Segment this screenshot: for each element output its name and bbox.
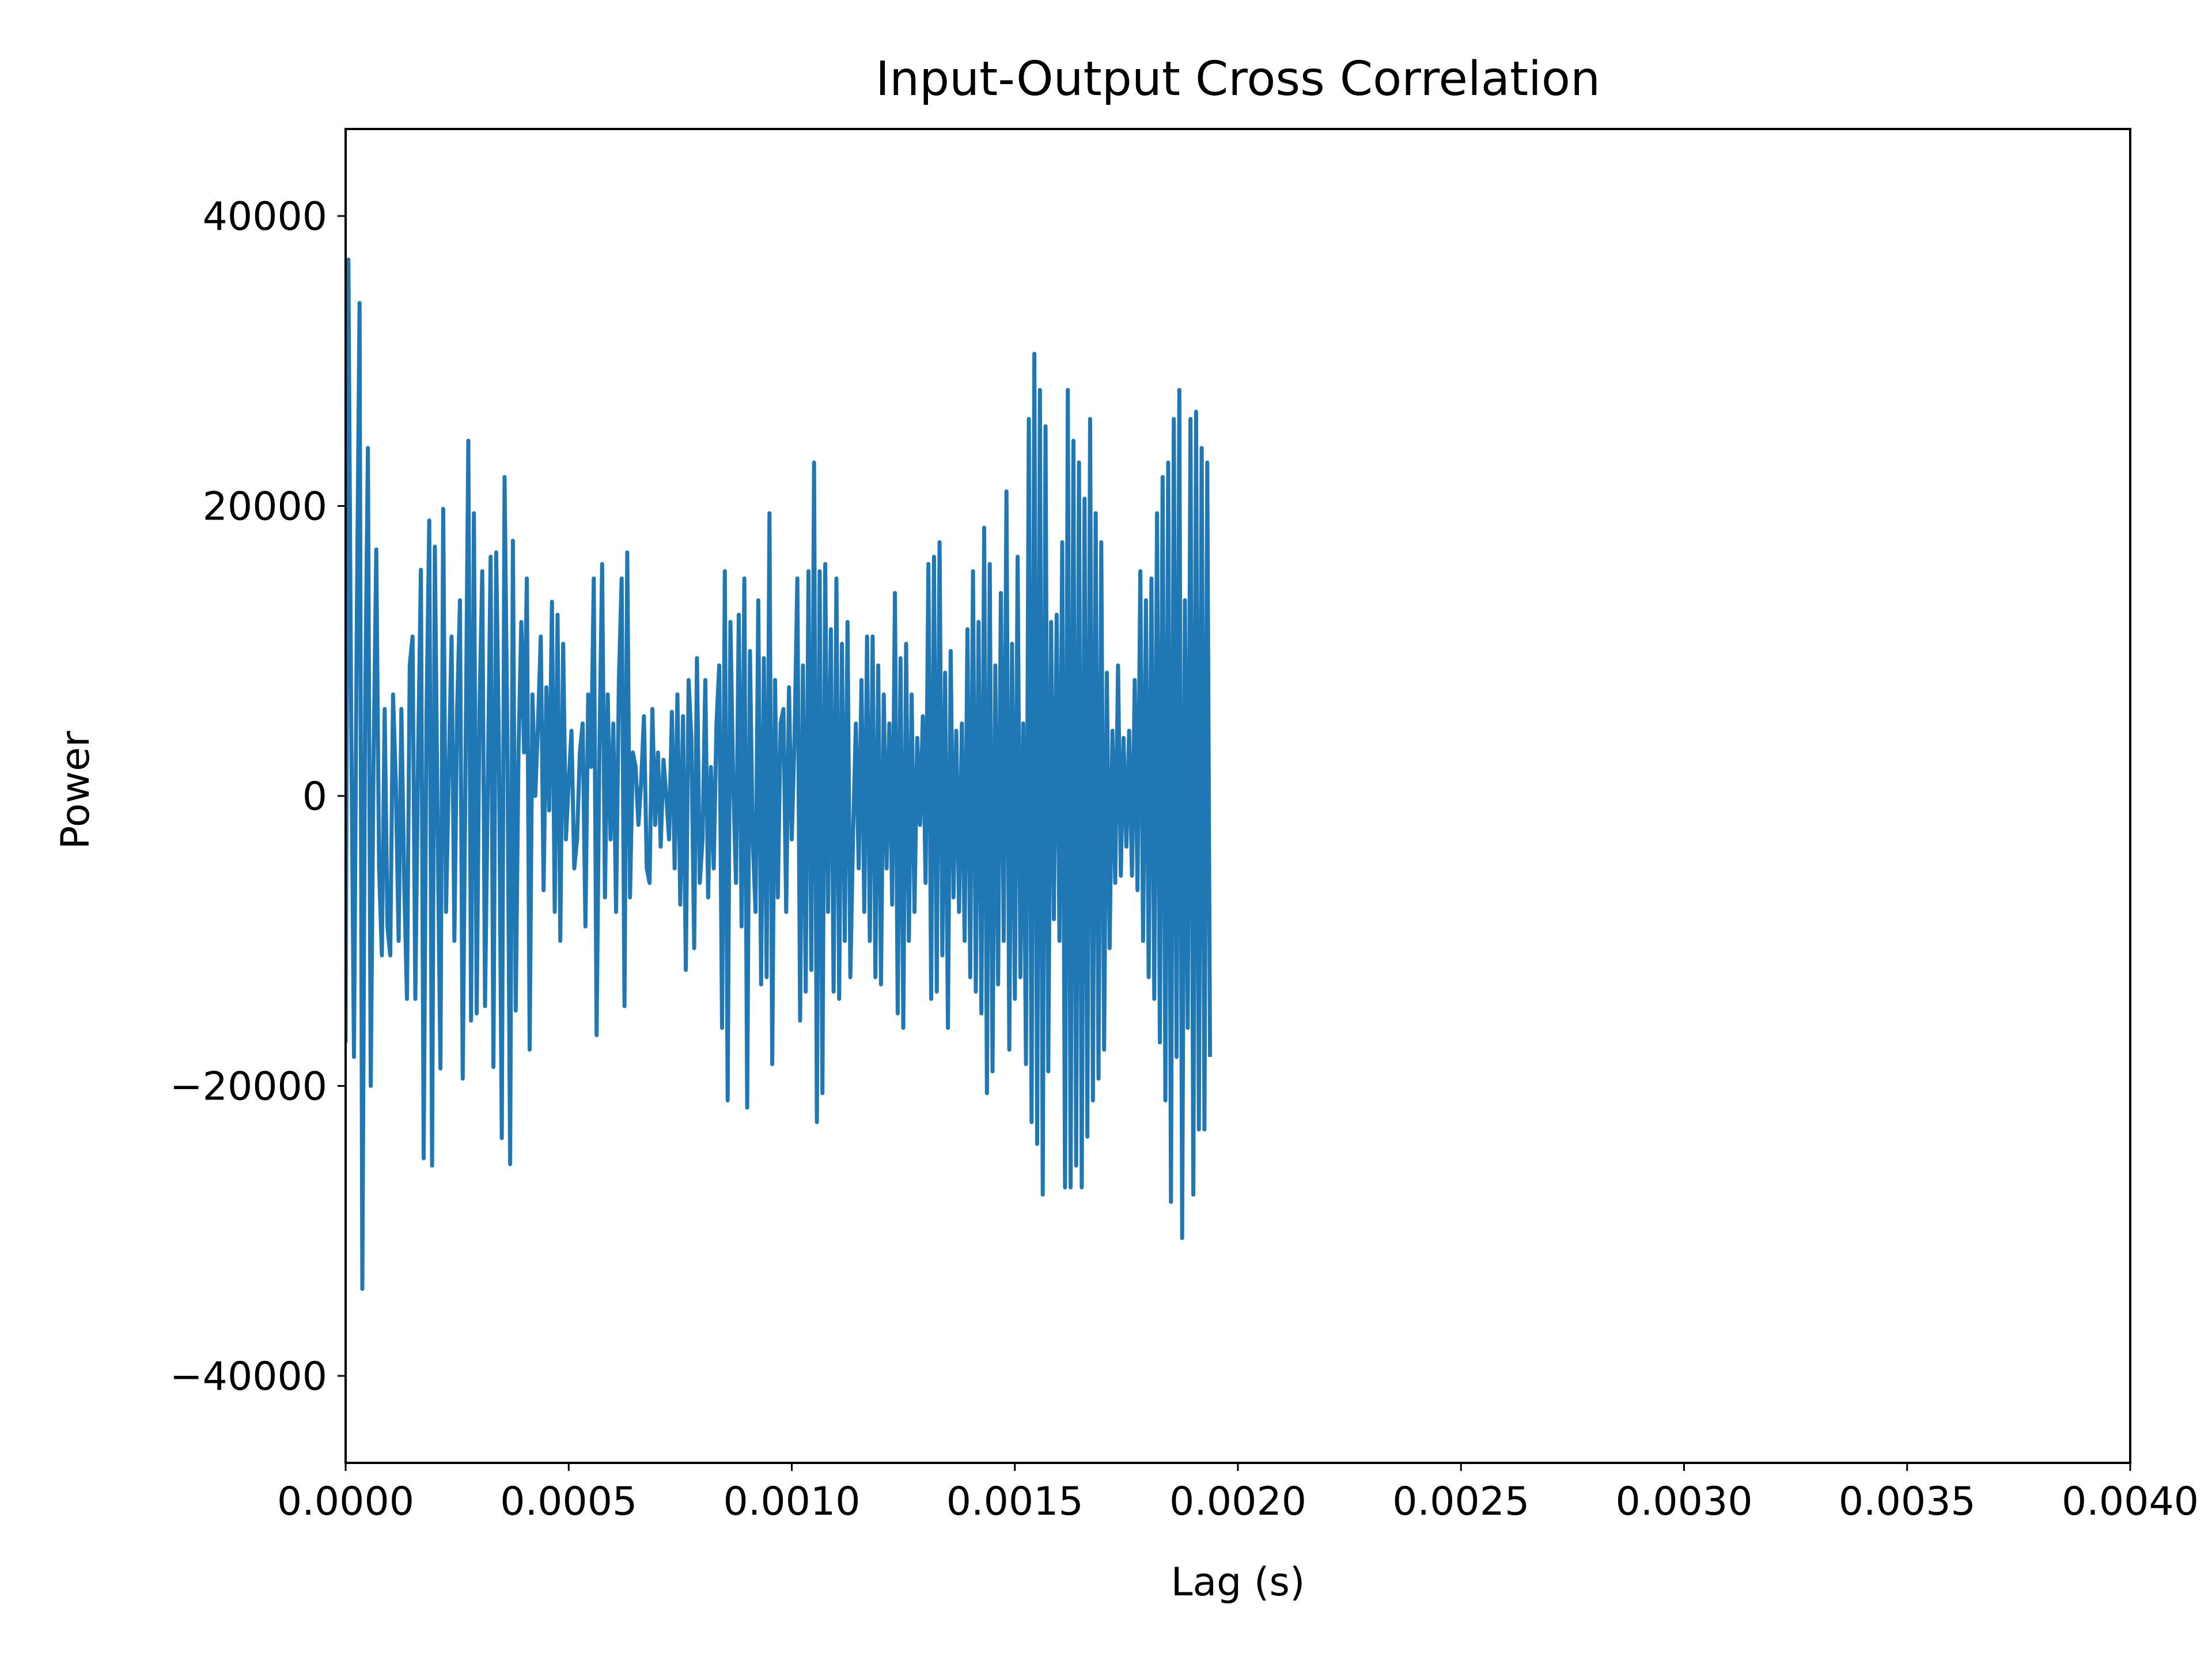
x-tick-label: 0.0015 bbox=[946, 1479, 1084, 1525]
y-tick-label: −40000 bbox=[170, 1354, 327, 1400]
x-tick-label: 0.0010 bbox=[724, 1479, 861, 1525]
chart-title: Input-Output Cross Correlation bbox=[876, 52, 1600, 107]
x-tick-label: 0.0035 bbox=[1839, 1479, 1976, 1525]
x-tick-label: 0.0030 bbox=[1616, 1479, 1753, 1525]
ticks-layer: 0.0000 0.0005 0.0010 0.0015 0.0020 0.0025 0.00… bbox=[170, 194, 2199, 1525]
y-tick-label: −20000 bbox=[170, 1064, 327, 1109]
plot-area bbox=[346, 257, 1213, 1291]
y-tick-label: 0 bbox=[302, 774, 327, 820]
y-axis-label: Power bbox=[53, 731, 99, 850]
x-axis-label: Lag (s) bbox=[1171, 1560, 1305, 1605]
y-tick-label: 40000 bbox=[203, 194, 327, 240]
x-tick-label: 0.0040 bbox=[2062, 1479, 2199, 1525]
x-tick-label: 0.0020 bbox=[1169, 1479, 1306, 1525]
x-tick-label: 0.0025 bbox=[1392, 1479, 1529, 1525]
y-tick-label: 20000 bbox=[203, 484, 327, 530]
axes-frame bbox=[344, 128, 2131, 1464]
series-line bbox=[346, 257, 1213, 1291]
x-tick-label: 0.0005 bbox=[500, 1479, 637, 1525]
x-tick-label: 0.0000 bbox=[277, 1479, 414, 1525]
